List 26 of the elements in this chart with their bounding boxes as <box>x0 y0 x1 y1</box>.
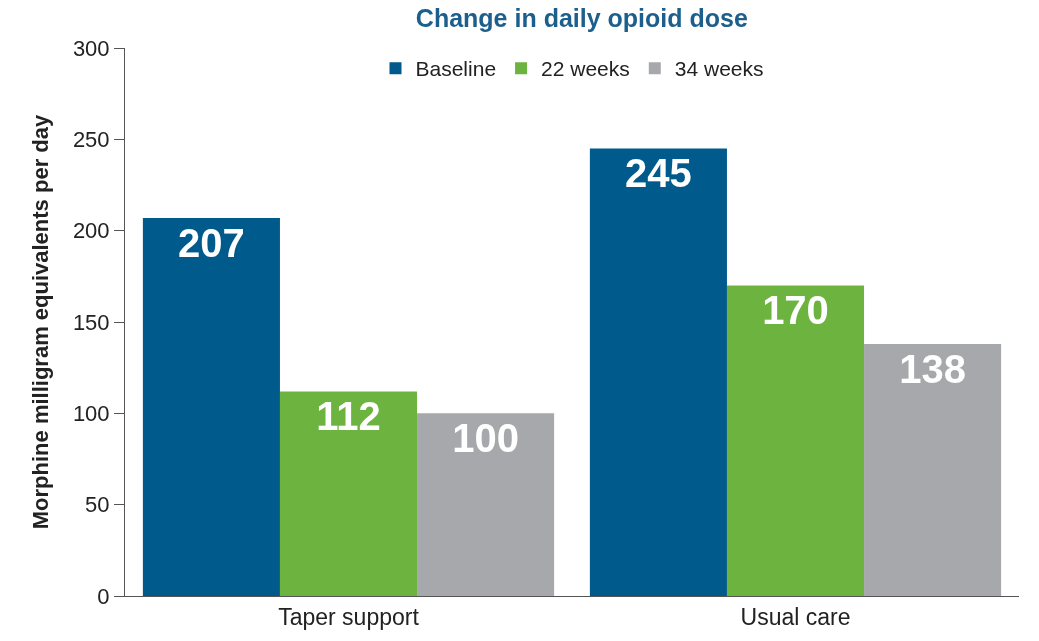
y-tick-label: 150 <box>72 309 110 335</box>
y-tick-label: 50 <box>85 492 110 518</box>
legend-label: 22 weeks <box>541 57 630 81</box>
y-axis-title: Morphine milligram equivalents per day <box>27 114 53 530</box>
bar <box>726 285 865 596</box>
x-tick-label: Taper support <box>278 603 420 630</box>
y-tick-label: 300 <box>72 35 110 61</box>
data-label: 245 <box>625 151 692 196</box>
legend-label: 34 weeks <box>674 57 764 81</box>
bar <box>589 148 727 596</box>
y-tick-label: 200 <box>72 218 110 244</box>
data-label: 112 <box>316 394 381 439</box>
x-tick-label: Usual care <box>740 603 851 630</box>
y-tick-label: 0 <box>97 583 110 609</box>
bar <box>142 217 280 596</box>
bar <box>864 343 1002 596</box>
chart-title: Change in daily opioid dose <box>415 4 748 33</box>
y-tick-label: 250 <box>72 127 110 153</box>
bar <box>417 413 555 596</box>
y-tick-label: 100 <box>72 401 110 427</box>
legend-label: Baseline <box>415 57 497 81</box>
bar <box>279 391 418 596</box>
data-label: 138 <box>899 346 966 391</box>
data-label: 170 <box>762 288 829 333</box>
data-label: 207 <box>178 220 245 265</box>
data-label: 100 <box>452 416 519 461</box>
